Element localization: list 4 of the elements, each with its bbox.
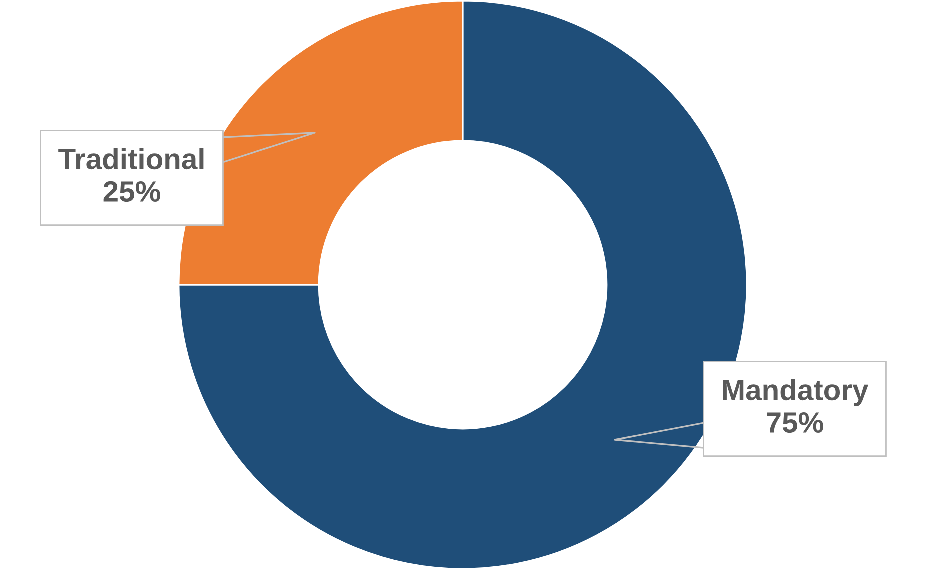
data-label: 25%: [104, 181, 160, 202]
slice-label: Traditional: [58, 148, 204, 170]
data-label: 75%: [767, 412, 824, 434]
slice-label: Mandatory: [723, 379, 869, 406]
